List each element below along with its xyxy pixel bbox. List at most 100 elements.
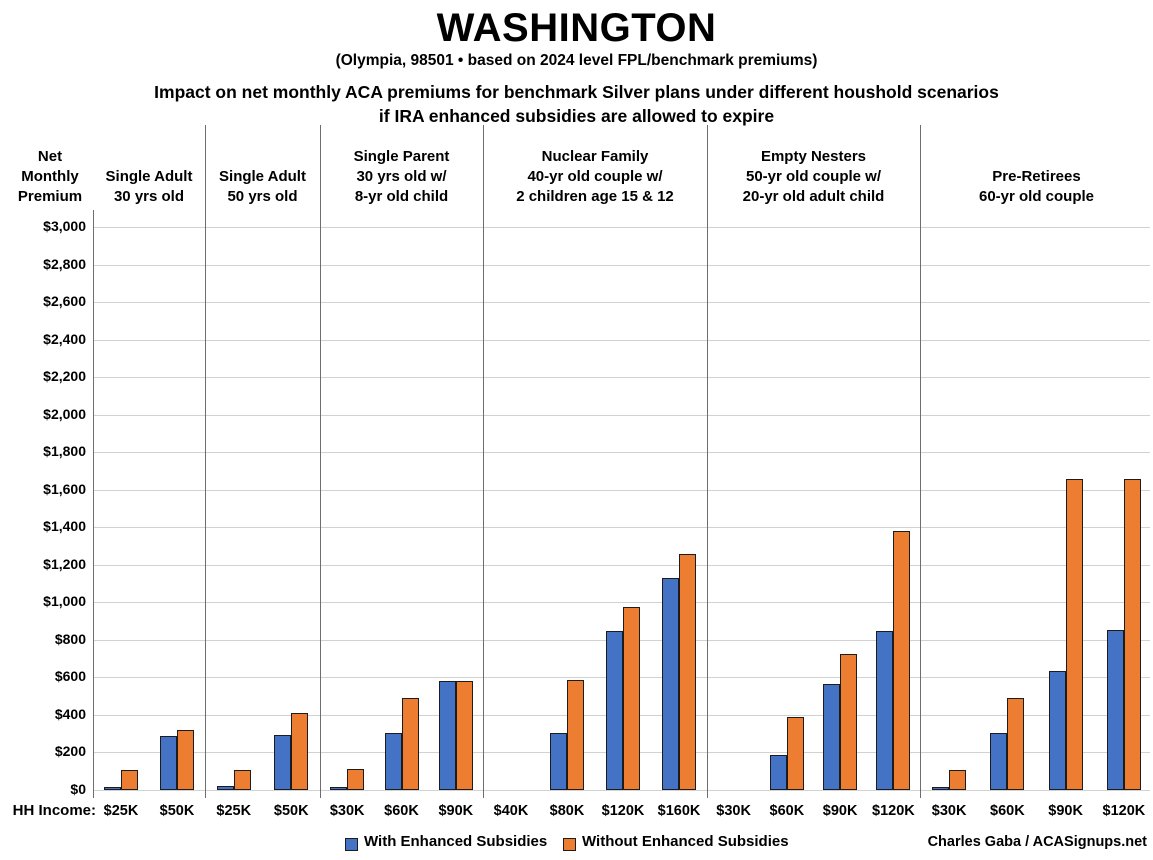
scenario-header: Empty Nesters 50-yr old couple w/ 20-yr …: [742, 147, 885, 205]
gridline: [93, 489, 1150, 491]
bar-with-enhanced: [823, 683, 841, 790]
y-tick-label: $1,400: [43, 518, 86, 535]
x-tick-label: $40K: [493, 803, 529, 819]
legend-label-without-enhanced: Without Enhanced Subsidies: [582, 833, 789, 850]
legend-swatch-with-enhanced: [345, 838, 358, 851]
bar-without-enhanced: [177, 729, 194, 790]
x-tick-label: $30K: [716, 803, 751, 819]
chart-subtitle: (Olympia, 98501 • based on 2024 level FP…: [335, 52, 818, 69]
x-tick-label: $120K: [601, 803, 645, 819]
x-tick-label: $25K: [216, 803, 252, 819]
y-tick-label: $2,200: [43, 368, 86, 385]
bar-with-enhanced: [932, 787, 950, 790]
bar-without-enhanced: [455, 681, 473, 790]
bar-with-enhanced: [876, 631, 894, 790]
bar-with-enhanced: [384, 732, 402, 790]
gridline: [93, 602, 1150, 604]
y-tick-label: $600: [54, 668, 86, 685]
x-tick-label: $90K: [822, 803, 858, 819]
x-tick-label: $60K: [990, 803, 1025, 819]
bar-without-enhanced: [786, 716, 804, 790]
bar-with-enhanced: [662, 577, 679, 790]
bar-without-enhanced: [840, 653, 858, 790]
y-axis-line: [93, 210, 94, 798]
bar-without-enhanced: [679, 553, 696, 790]
gridline: [93, 452, 1150, 454]
bar-with-enhanced: [550, 732, 567, 790]
bar-with-enhanced: [274, 734, 292, 790]
x-tick-label: $120K: [872, 803, 915, 819]
page-title: WASHINGTON: [436, 6, 717, 50]
bar-without-enhanced: [893, 531, 911, 790]
scenario-header: Nuclear Family 40-yr old couple w/ 2 chi…: [516, 147, 674, 205]
gridline: [93, 339, 1150, 341]
gridline: [93, 377, 1150, 379]
bar-with-enhanced: [438, 681, 456, 790]
gridline: [93, 790, 1150, 791]
bar-without-enhanced: [401, 698, 419, 790]
bar-without-enhanced: [347, 769, 365, 790]
x-tick-label: $50K: [273, 803, 309, 819]
panel-divider: [483, 125, 484, 798]
chart-heading-line1: Impact on net monthly ACA premiums for b…: [154, 82, 999, 102]
y-tick-label: $800: [54, 630, 86, 647]
bar-without-enhanced: [233, 770, 251, 790]
credit-attribution: Charles Gaba / ACASignups.net: [927, 834, 1147, 850]
y-tick-label: $1,600: [43, 480, 86, 497]
bar-without-enhanced: [1007, 698, 1025, 790]
x-tick-label: $160K: [657, 803, 701, 819]
x-tick-label: $30K: [329, 803, 365, 819]
y-tick-label: $400: [54, 705, 86, 722]
y-tick-label: $1,000: [43, 593, 86, 610]
x-tick-label: $25K: [103, 803, 139, 819]
scenario-header: Single Adult 50 yrs old: [219, 167, 306, 205]
bar-without-enhanced: [623, 607, 640, 790]
bar-with-enhanced: [330, 787, 348, 790]
x-tick-label: $30K: [931, 803, 967, 819]
bar-with-enhanced: [606, 631, 623, 790]
bar-with-enhanced: [1106, 630, 1124, 790]
y-tick-label: $0: [70, 781, 86, 797]
x-tick-label: $60K: [769, 803, 805, 819]
scenario-header: Pre-Retirees 60-yr old couple: [978, 167, 1095, 205]
bar-without-enhanced: [1065, 479, 1083, 790]
y-tick-label: $1,800: [43, 443, 86, 460]
bar-without-enhanced: [1123, 479, 1141, 790]
x-tick-label: $90K: [438, 803, 474, 819]
x-tick-label: $60K: [384, 803, 419, 819]
bar-with-enhanced: [160, 735, 177, 790]
gridline: [93, 414, 1150, 416]
x-axis-title: HH Income:: [12, 802, 96, 819]
bar-without-enhanced: [567, 680, 584, 790]
gridline: [93, 302, 1150, 304]
bar-with-enhanced: [216, 786, 234, 790]
y-tick-label: $200: [54, 743, 86, 760]
bar-with-enhanced: [990, 732, 1008, 790]
panel-divider: [320, 125, 321, 798]
y-axis-title: Net Monthly Premium: [17, 147, 83, 205]
bar-with-enhanced: [1048, 670, 1066, 790]
bar-without-enhanced: [949, 770, 967, 790]
panel-divider: [707, 125, 708, 798]
x-tick-label: $90K: [1048, 803, 1083, 819]
panel-divider: [205, 125, 206, 798]
chart-heading-line2: if IRA enhanced subsidies are allowed to…: [378, 106, 775, 126]
gridline: [93, 264, 1150, 266]
x-tick-label: $80K: [549, 803, 585, 819]
scenario-header: Single Parent 30 yrs old w/ 8-yr old chi…: [353, 147, 450, 205]
gridline: [93, 527, 1150, 529]
y-tick-label: $1,200: [43, 555, 86, 572]
y-tick-label: $2,000: [43, 405, 86, 422]
bar-with-enhanced: [104, 787, 121, 790]
x-tick-label: $120K: [1102, 803, 1146, 819]
y-tick-label: $2,800: [43, 255, 86, 272]
scenario-header: Single Adult 30 yrs old: [105, 167, 193, 205]
bar-without-enhanced: [291, 713, 309, 790]
legend-label-with-enhanced: With Enhanced Subsidies: [364, 833, 548, 850]
legend-swatch-without-enhanced: [563, 838, 576, 851]
bar-with-enhanced: [769, 755, 787, 790]
y-tick-label: $3,000: [43, 218, 86, 234]
gridline: [93, 227, 1150, 228]
y-tick-label: $2,600: [43, 293, 86, 310]
